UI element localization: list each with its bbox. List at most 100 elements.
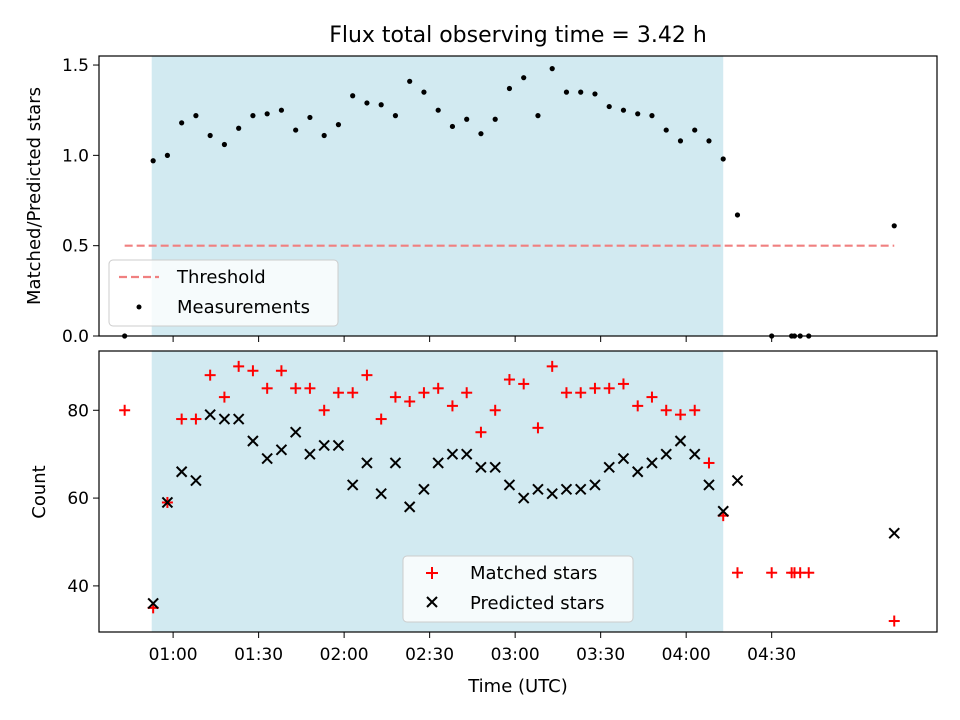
measurement-point <box>335 122 342 128</box>
matched-star-point <box>560 387 572 399</box>
matched-star-point <box>632 400 644 412</box>
measurement-point <box>421 89 427 95</box>
predicted-star-point <box>617 452 630 465</box>
legend-measurements-label: Measurements <box>177 297 310 318</box>
measurement-point <box>706 138 712 144</box>
predicted-star-point <box>432 457 444 469</box>
predicted-star-point <box>361 457 373 469</box>
top-y-ticks: 0.0 0.5 1.0 1.5 <box>62 56 99 347</box>
predicted-star-point <box>375 487 387 500</box>
measurement-point <box>635 111 641 117</box>
measurement-point <box>578 89 584 95</box>
matched-star-point <box>304 382 316 394</box>
predicted-star-point <box>218 413 231 425</box>
predicted-star-point <box>346 479 359 491</box>
measurement-point <box>236 125 242 131</box>
legend-matched-swatch <box>426 567 438 579</box>
measurement-point <box>364 100 370 106</box>
predicted-star-point <box>275 444 288 456</box>
matched-star-point <box>190 413 202 425</box>
predicted-star-point <box>318 439 330 452</box>
measurement-point <box>506 85 513 92</box>
x-tick-label: 04:00 <box>662 645 711 665</box>
measurement-point <box>449 123 456 130</box>
bottom-y-tick-label: 80 <box>67 401 89 421</box>
predicted-star-point <box>589 479 601 491</box>
matched-star-point <box>446 400 458 412</box>
predicted-star-point <box>460 448 473 460</box>
measurement-point <box>207 132 213 139</box>
predicted-star-point <box>532 483 544 496</box>
matched-star-point <box>689 404 701 416</box>
predicted-star-point <box>660 448 672 460</box>
measurement-point <box>407 78 413 84</box>
x-tick-label: 02:00 <box>320 645 369 665</box>
measurement-point <box>378 102 384 108</box>
predicted-star-point <box>646 457 658 469</box>
legend-threshold-label: Threshold <box>176 267 266 288</box>
measurement-point <box>278 107 285 113</box>
bottom-panel: 40 60 80 01:00 01:30 02:00 02:30 03:00 03:30 04:… <box>29 350 938 697</box>
predicted-star-point <box>560 483 573 496</box>
matched-star-point <box>617 378 629 390</box>
matched-star-point <box>275 365 287 377</box>
matched-star-point <box>546 360 558 372</box>
bottom-y-ticks: 40 60 80 <box>67 401 99 597</box>
measurement-point <box>464 116 470 122</box>
measurement-point <box>891 223 897 229</box>
matched-star-point <box>290 382 302 394</box>
measurement-point <box>692 127 698 133</box>
predicted-star-point <box>190 474 202 487</box>
predicted-star-point <box>503 479 516 491</box>
measurement-point <box>150 158 156 164</box>
matched-star-point <box>233 360 245 372</box>
matched-star-point <box>766 567 778 579</box>
predicted-star-point <box>546 487 558 500</box>
measurement-point <box>179 120 185 126</box>
top-y-tick-label: 0.5 <box>62 237 89 257</box>
x-tick-label: 03:30 <box>576 645 625 665</box>
matched-star-point <box>361 369 373 381</box>
matched-star-point <box>418 387 430 399</box>
bottom-plot-area <box>119 360 900 627</box>
measurement-point <box>435 107 441 113</box>
matched-star-point <box>589 382 601 394</box>
matched-star-point <box>489 404 501 416</box>
x-tick-label: 03:00 <box>491 645 540 665</box>
matched-star-point <box>660 404 672 416</box>
x-axis-label: Time (UTC) <box>467 676 568 697</box>
predicted-star-point <box>418 483 430 496</box>
matched-star-point <box>247 365 259 377</box>
bottom-x-ticks: 01:00 01:30 02:00 02:30 03:00 03:30 04:00 04:30 <box>149 632 796 665</box>
predicted-star-point <box>689 448 701 460</box>
predicted-star-point <box>204 408 216 421</box>
predicted-star-point <box>703 479 715 491</box>
matched-star-point <box>218 391 230 403</box>
matched-star-point <box>318 404 330 416</box>
predicted-star-point <box>575 483 587 496</box>
predicted-star-point <box>332 439 345 452</box>
matched-star-point <box>646 391 658 403</box>
predicted-star-point <box>247 435 259 447</box>
x-tick-label: 01:00 <box>149 645 198 665</box>
bottom-legend-frame <box>402 555 634 623</box>
measurement-point <box>720 156 726 162</box>
predicted-star-point <box>717 505 729 517</box>
measurement-point <box>606 103 612 110</box>
x-tick-label: 01:30 <box>234 645 283 665</box>
top-y-tick-label: 1.0 <box>62 146 89 166</box>
measurement-point <box>521 75 527 81</box>
measurement-point <box>549 66 555 72</box>
predicted-star-point <box>888 527 900 539</box>
predicted-star-point <box>603 461 615 474</box>
bottom-y-axis-label: Count <box>29 465 50 518</box>
top-legend: Threshold Measurements <box>108 259 339 327</box>
chart-title: Flux total observing time = 3.42 h <box>329 23 707 48</box>
measurement-point <box>663 127 669 133</box>
matched-star-point <box>731 567 743 579</box>
matched-star-point <box>532 422 544 434</box>
predicted-star-point <box>674 435 687 447</box>
measurement-point <box>478 131 484 137</box>
predicted-star-point <box>489 461 501 474</box>
measurement-point <box>535 113 541 119</box>
